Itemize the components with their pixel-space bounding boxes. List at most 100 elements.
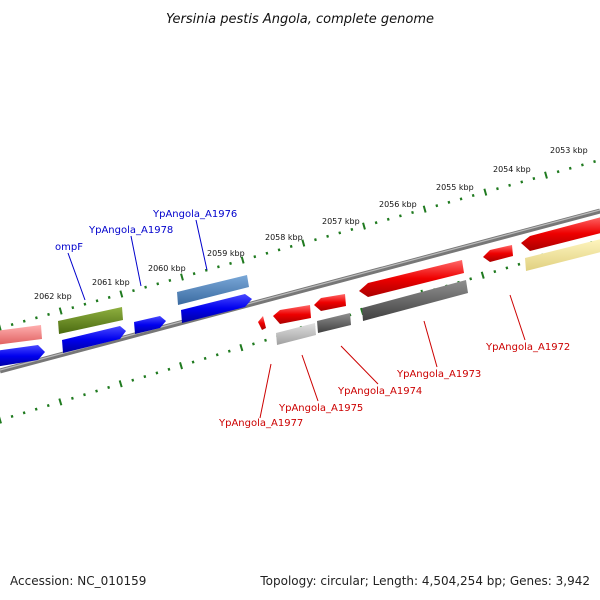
upper-scale-minor-tick	[350, 227, 354, 232]
gene-feature-A1972[interactable]	[521, 216, 600, 251]
upper-scale-minor-tick	[253, 255, 257, 259]
gene-feature-A1974[interactable]	[317, 313, 351, 333]
gene-feature-A1975[interactable]	[276, 323, 316, 345]
upper-scale-minor-tick	[216, 265, 220, 269]
upper-scale-minor-tick	[168, 278, 172, 282]
gene-feature-A1977[interactable]	[258, 316, 266, 330]
gene-label-A1978[interactable]: YpAngola_A1978	[88, 225, 173, 236]
upper-scale-minor-tick	[568, 166, 572, 170]
tick-label-2056: 2056 kbp	[379, 200, 417, 209]
upper-scale-major-tick	[483, 188, 488, 196]
upper-scale-minor-tick	[508, 183, 512, 187]
upper-scale-minor-tick	[459, 197, 463, 201]
upper-scale-major-tick	[422, 205, 427, 213]
leader-A1973	[423, 320, 438, 368]
gene-feature-red-4[interactable]	[483, 245, 513, 262]
lower-scale-minor-tick	[215, 353, 219, 357]
upper-scale-minor-tick	[156, 282, 160, 286]
upper-scale-minor-tick	[107, 295, 111, 299]
lower-scale-minor-tick	[70, 396, 74, 400]
upper-scale-minor-tick	[447, 200, 451, 204]
upper-scale-minor-tick	[532, 176, 536, 181]
lower-scale-minor-tick	[22, 411, 26, 415]
lower-scale-minor-tick	[252, 342, 255, 346]
gene-label-A1975[interactable]: YpAngola_A1975	[278, 403, 363, 414]
lower-scale-minor-tick	[493, 269, 497, 274]
gene-feature-blue-2[interactable]	[62, 326, 126, 353]
gene-feature-red-1[interactable]	[273, 305, 311, 324]
upper-scale-minor-tick	[265, 251, 269, 255]
upper-scale-minor-tick	[338, 231, 342, 235]
gene-feature-A1973[interactable]	[362, 280, 468, 321]
tick-label-2061: 2061 kbp	[92, 278, 130, 287]
lower-scale-minor-tick	[46, 403, 50, 408]
lower-scale-minor-tick	[10, 414, 14, 418]
lower-scale-minor-tick	[203, 356, 207, 361]
upper-scale-minor-tick	[496, 187, 499, 191]
upper-scale-line	[0, 159, 596, 332]
upper-scale-minor-tick	[132, 289, 135, 293]
upper-scale-minor-tick	[204, 268, 208, 272]
scale-tick-labels: 2062 kbp 2061 kbp 2060 kbp 2059 kbp 2058…	[34, 146, 588, 301]
gene-feature-ompF[interactable]	[58, 307, 123, 334]
forward-genes	[0, 275, 252, 367]
gene-feature-red-2[interactable]	[314, 294, 346, 311]
upper-scale-minor-tick	[326, 234, 330, 238]
lower-scale-minor-tick	[155, 371, 159, 375]
upper-scale-minor-tick	[314, 238, 317, 242]
upper-scale-minor-tick	[411, 210, 414, 215]
gene-label-ompF[interactable]: ompF	[55, 242, 83, 253]
upper-scale-major-tick	[240, 256, 245, 264]
gene-feature-blue-4[interactable]	[181, 294, 252, 323]
gene-label-A1973[interactable]: YpAngola_A1973	[396, 369, 481, 380]
gene-label-A1974[interactable]: YpAngola_A1974	[337, 386, 422, 397]
lower-scale-minor-tick	[191, 360, 195, 364]
gene-label-A1972[interactable]: YpAngola_A1972	[485, 342, 570, 353]
upper-scale-minor-tick	[34, 316, 38, 320]
lower-scale-minor-tick	[505, 266, 509, 270]
tick-label-2060: 2060 kbp	[148, 264, 186, 273]
gene-feature-yellow[interactable]	[525, 238, 600, 271]
upper-scale-minor-tick	[580, 163, 584, 167]
gene-labels: ompF YpAngola_A1978 YpAngola_A1976 YpAng…	[55, 209, 570, 429]
upper-scale-minor-tick	[47, 312, 50, 316]
gene-feature-red-3[interactable]	[359, 260, 464, 297]
tick-label-2058: 2058 kbp	[265, 233, 303, 242]
tick-label-2059: 2059 kbp	[207, 249, 245, 258]
upper-scale-minor-tick	[10, 323, 14, 327]
gene-feature-A1978[interactable]	[134, 316, 166, 334]
tick-label-2057: 2057 kbp	[322, 217, 360, 226]
reverse-genes	[258, 216, 600, 345]
upper-scale-minor-tick	[71, 306, 75, 310]
upper-scale-minor-tick	[520, 180, 524, 184]
tick-label-2054: 2054 kbp	[493, 165, 531, 174]
lower-scale-minor-tick	[131, 378, 135, 382]
gene-feature-A1976[interactable]	[177, 275, 249, 305]
lower-scale-major-tick	[480, 271, 485, 279]
upper-scale-major-tick	[58, 307, 63, 315]
gene-label-A1976[interactable]: YpAngola_A1976	[152, 209, 237, 220]
genome-backbone	[0, 208, 600, 374]
tick-label-2053: 2053 kbp	[550, 146, 588, 155]
upper-scale-major-tick	[301, 239, 306, 247]
upper-scale-minor-tick	[471, 193, 475, 198]
upper-scale-minor-tick	[144, 285, 148, 289]
upper-scale-minor-tick	[192, 272, 196, 276]
lower-scale-minor-tick	[143, 374, 147, 379]
lower-scale-major-tick	[179, 362, 183, 370]
upper-scale-minor-tick	[556, 170, 560, 174]
upper-scale-major-tick	[180, 273, 184, 281]
lower-scale-major-tick	[58, 398, 63, 406]
lower-scale-minor-tick	[95, 389, 98, 393]
upper-scale-minor-tick	[398, 214, 402, 218]
upper-scale-minor-tick	[386, 217, 390, 221]
gene-feature-pink[interactable]	[0, 325, 42, 345]
upper-scale-minor-tick	[95, 299, 99, 303]
gene-label-A1977[interactable]: YpAngola_A1977	[218, 418, 303, 429]
upper-scale-minor-tick	[374, 221, 378, 225]
gene-feature-blue-1[interactable]	[0, 345, 45, 367]
genome-summary-text: Topology: circular; Length: 4,504,254 bp…	[260, 574, 590, 588]
lower-scale-minor-tick	[107, 385, 111, 389]
lower-scale-minor-tick	[469, 277, 473, 281]
